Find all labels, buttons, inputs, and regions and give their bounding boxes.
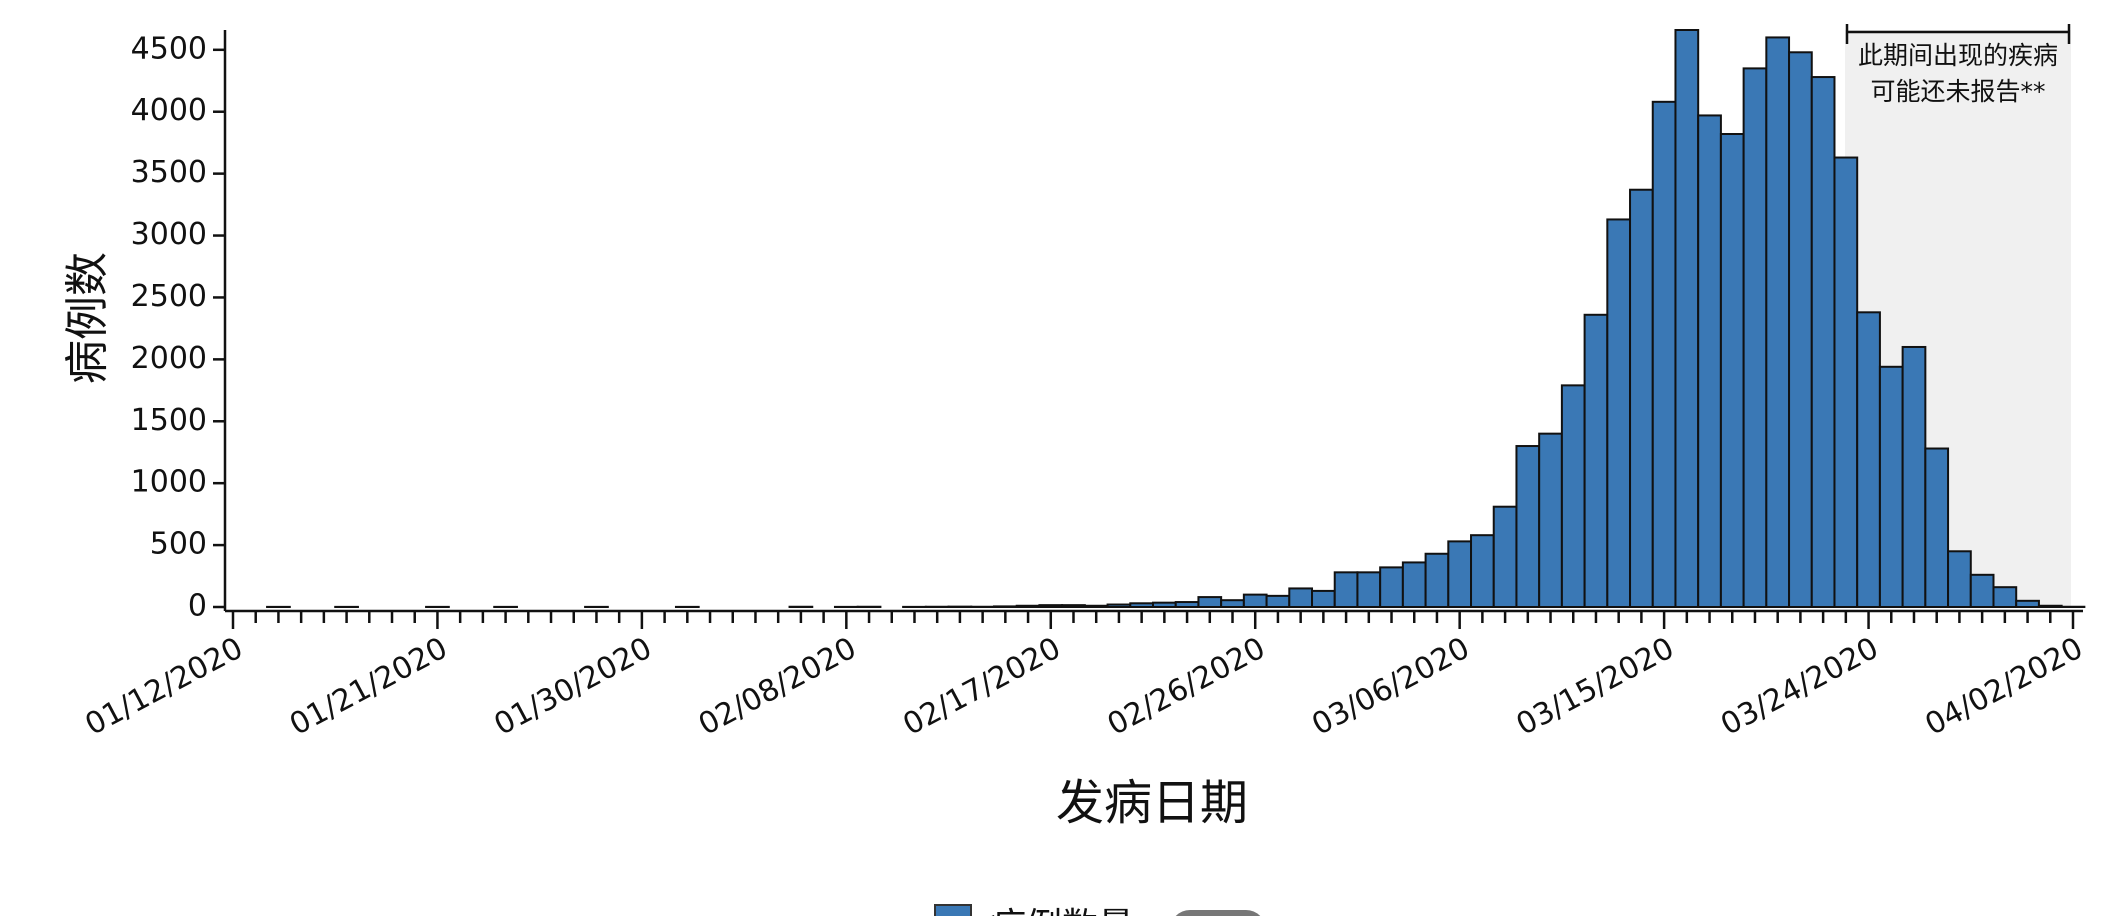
bar	[1492, 505, 1518, 608]
bar	[1470, 534, 1495, 609]
y-tick-label: 1500	[131, 403, 207, 438]
x-tick-label: 02/26/2020	[1102, 631, 1271, 743]
bar	[1969, 573, 1995, 609]
y-tick-label: 500	[150, 527, 207, 562]
bar	[1924, 447, 1950, 609]
bar	[1129, 602, 1154, 608]
y-tick-label: 2000	[131, 341, 207, 376]
bar	[1901, 345, 1927, 608]
bar	[1629, 188, 1654, 608]
bar	[1220, 599, 1245, 609]
x-tick-label: 03/06/2020	[1306, 631, 1475, 743]
y-tick-label: 1000	[131, 465, 207, 500]
x-axis-title: 发病日期	[1056, 775, 1248, 831]
y-tick-label: 3000	[131, 217, 207, 252]
bar	[1992, 586, 2018, 609]
bar	[1856, 311, 1881, 608]
bar	[1265, 594, 1291, 608]
bar	[1697, 114, 1722, 609]
bar	[1106, 603, 1132, 609]
bar	[1719, 133, 1745, 609]
bar	[1560, 384, 1586, 609]
bar	[1083, 604, 1109, 608]
annotation: 可能还未报告**	[1870, 77, 2045, 106]
bar	[1152, 601, 1177, 609]
y-axis-title: 病例数	[62, 252, 113, 384]
bar	[1651, 100, 1677, 608]
y-tick-label: 3500	[131, 155, 207, 190]
bar	[1878, 365, 1904, 608]
bar	[1038, 604, 1064, 608]
bar	[1810, 76, 1836, 608]
bar	[1197, 596, 1223, 609]
x-tick-label: 01/21/2020	[284, 631, 453, 743]
x-tick-label: 01/12/2020	[80, 631, 249, 743]
bar	[1447, 540, 1473, 609]
bar	[1311, 589, 1336, 609]
bar	[1424, 552, 1450, 608]
bar	[1015, 604, 1041, 608]
bar	[1379, 566, 1404, 609]
x-tick-label: 01/30/2020	[489, 631, 658, 743]
legend-toggle[interactable]	[1170, 910, 1266, 916]
bar	[1288, 587, 1314, 609]
annotation: 此期间出现的疾病	[1858, 41, 2058, 70]
x-tick-label: 02/08/2020	[693, 631, 862, 743]
bar	[1401, 561, 1427, 608]
bar	[1333, 571, 1359, 608]
y-tick-label: 0	[188, 589, 207, 624]
y-tick-label: 4000	[131, 93, 207, 128]
bar	[1583, 313, 1609, 608]
legend-label[interactable]: 病例数量	[990, 906, 1134, 916]
bar	[1242, 593, 1268, 609]
x-tick-label: 03/15/2020	[1511, 631, 1680, 743]
bar	[1765, 36, 1791, 608]
bar	[1833, 156, 1859, 608]
bar	[1174, 601, 1200, 608]
bar	[2015, 599, 2040, 609]
x-tick-label: 03/24/2020	[1715, 631, 1884, 743]
legend-swatch	[934, 904, 972, 916]
annotation-bracket	[1845, 24, 2071, 44]
bar	[1061, 604, 1086, 608]
bar	[1356, 571, 1382, 608]
bar	[992, 605, 1018, 609]
x-tick-label: 02/17/2020	[897, 631, 1066, 743]
bar	[1742, 67, 1768, 609]
bar	[1674, 29, 1700, 608]
bar	[2037, 604, 2063, 608]
bar	[1515, 445, 1541, 608]
bar	[1538, 432, 1563, 609]
y-tick-label: 4500	[131, 31, 207, 66]
x-tick-label: 04/02/2020	[1920, 631, 2089, 743]
bar	[1788, 51, 1813, 609]
bar	[1947, 550, 1972, 609]
bar	[1606, 218, 1632, 608]
y-tick-label: 2500	[131, 279, 207, 314]
